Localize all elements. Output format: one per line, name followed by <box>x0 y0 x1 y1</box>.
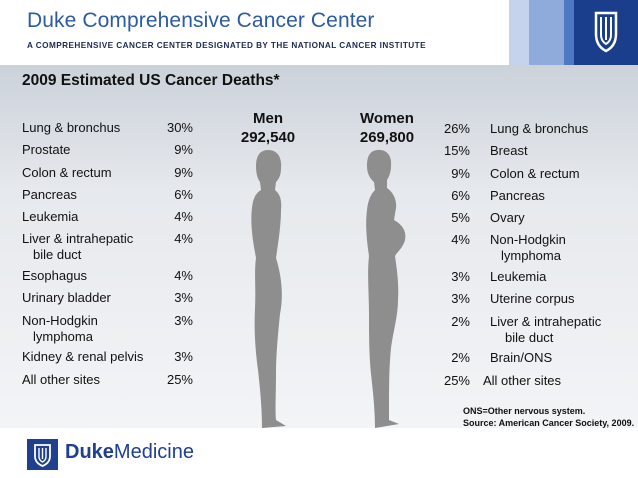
men-site: Urinary bladder <box>22 290 111 305</box>
women-site-cont: lymphoma <box>501 248 561 263</box>
men-site: Leukemia <box>22 209 79 224</box>
women-site: Ovary <box>490 210 525 225</box>
men-pct: 9% <box>174 165 193 180</box>
women-pct: 4% <box>451 232 470 247</box>
women-site: Liver & intrahepatic <box>490 314 602 329</box>
header-stripe-blue <box>564 0 574 65</box>
women-pct: 2% <box>451 314 470 329</box>
duke-medicine-logo: DukeMedicine <box>65 441 194 464</box>
men-site-cont: bile duct <box>33 247 82 262</box>
duke-shield-icon <box>27 439 58 470</box>
men-site-cont: lymphoma <box>33 329 93 344</box>
men-pct: 6% <box>174 187 193 202</box>
header-stripe-light <box>509 0 529 65</box>
women-pct: 9% <box>451 166 470 181</box>
women-pct: 6% <box>451 188 470 203</box>
men-pct: 4% <box>174 231 193 246</box>
men-pct: 30% <box>166 120 193 135</box>
men-pct: 4% <box>174 209 193 224</box>
women-pct: 3% <box>451 291 470 306</box>
women-pct: 5% <box>451 210 470 225</box>
header-title: Duke Comprehensive Cancer Center <box>27 9 375 32</box>
men-site: All other sites <box>22 372 101 387</box>
logo-bold-text: Duke <box>65 441 114 463</box>
men-pct: 3% <box>174 290 193 305</box>
header-stripe-mid <box>529 0 564 65</box>
footnote-ons: ONS=Other nervous system. <box>463 406 586 416</box>
men-total: 292,540 <box>240 129 296 146</box>
men-site: Liver & intrahepatic <box>22 231 134 246</box>
duke-shield-icon <box>594 11 618 53</box>
men-pct: 3% <box>174 349 193 364</box>
header-subtitle: A COMPREHENSIVE CANCER CENTER DESIGNATED… <box>27 41 427 50</box>
footer-bar <box>0 428 638 478</box>
footnote-source: Source: American Cancer Society, 2009. <box>463 418 635 428</box>
women-total: 269,800 <box>359 129 415 146</box>
men-pct: 25% <box>166 372 193 387</box>
women-site: Non-Hodgkin <box>490 232 566 247</box>
women-heading: Women <box>360 110 414 127</box>
header-banner: Duke Comprehensive Cancer Center A COMPR… <box>0 0 638 65</box>
men-site: Kidney & renal pelvis <box>22 349 144 364</box>
women-pct: 26% <box>443 121 470 136</box>
men-pct: 3% <box>174 313 193 328</box>
women-site: Brain/ONS <box>490 350 553 365</box>
content-panel <box>0 65 638 428</box>
logo-light-text: Medicine <box>113 441 194 463</box>
man-silhouette-icon <box>251 150 286 428</box>
women-site: Breast <box>490 143 528 158</box>
men-heading: Men <box>253 110 283 127</box>
men-site: Non-Hodgkin <box>22 313 98 328</box>
men-pct: 4% <box>174 268 193 283</box>
women-site-cont: bile duct <box>505 330 554 345</box>
women-site: Colon & rectum <box>490 166 580 181</box>
women-site: Uterine corpus <box>490 291 575 306</box>
women-pct: 25% <box>443 373 470 388</box>
woman-silhouette-icon <box>366 149 406 428</box>
women-site: Lung & bronchus <box>490 121 589 136</box>
men-site: Colon & rectum <box>22 165 112 180</box>
men-site: Esophagus <box>22 268 88 283</box>
men-pct: 9% <box>174 142 193 157</box>
women-pct: 2% <box>451 350 470 365</box>
women-site: All other sites <box>483 373 562 388</box>
header-logo-block <box>574 0 638 65</box>
slide-title: 2009 Estimated US Cancer Deaths* <box>22 72 280 89</box>
women-site: Leukemia <box>490 269 547 284</box>
women-pct: 3% <box>451 269 470 284</box>
women-site: Pancreas <box>490 188 545 203</box>
men-site: Prostate <box>22 142 71 157</box>
men-site: Pancreas <box>22 187 77 202</box>
women-pct: 15% <box>443 143 470 158</box>
men-site: Lung & bronchus <box>22 120 121 135</box>
